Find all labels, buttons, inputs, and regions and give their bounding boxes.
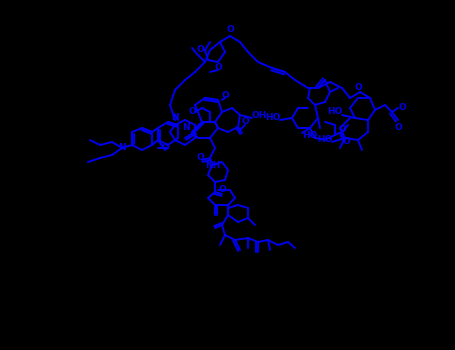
Text: HO: HO [302, 131, 318, 140]
Text: O: O [221, 91, 229, 99]
Text: O: O [354, 84, 362, 92]
Text: O: O [218, 186, 226, 195]
Text: O: O [338, 126, 346, 134]
Text: N: N [118, 144, 126, 153]
Text: O: O [196, 46, 204, 55]
Text: HO: HO [327, 107, 342, 117]
Text: HO: HO [265, 113, 280, 122]
Text: O: O [161, 144, 169, 153]
Text: N: N [182, 124, 190, 133]
Text: O: O [398, 104, 406, 112]
Text: HO: HO [317, 135, 332, 145]
Text: N: N [171, 113, 179, 122]
Text: O: O [196, 154, 204, 162]
Text: O: O [226, 26, 234, 35]
Text: OH: OH [252, 111, 268, 119]
Text: O: O [214, 63, 222, 72]
Text: O: O [394, 124, 402, 133]
Text: O: O [342, 138, 350, 147]
Text: O: O [188, 107, 196, 117]
Text: O: O [241, 118, 249, 126]
Text: NH: NH [205, 161, 220, 169]
